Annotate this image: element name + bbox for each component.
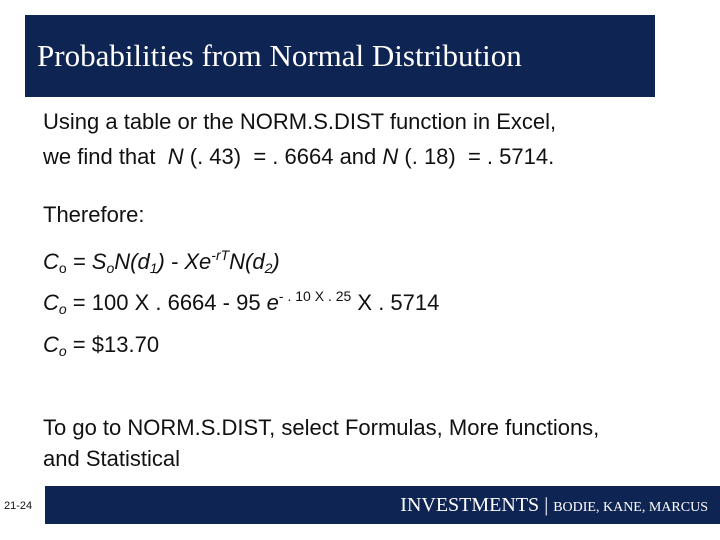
text: e [266, 290, 279, 315]
body-line: and Statistical [43, 446, 180, 471]
subscript: o [59, 343, 67, 359]
text: N(d [229, 249, 265, 274]
body-line: Therefore: [43, 202, 145, 227]
text: = S [66, 249, 107, 274]
text: (. 18) = . 5714. [398, 144, 555, 169]
body-line: To go to NORM.S.DIST, select Formulas, M… [43, 415, 600, 440]
body-line: Using a table or the NORM.S.DIST functio… [43, 109, 557, 134]
text: C [43, 332, 59, 357]
subscript: o [106, 260, 114, 276]
formula: Co = SoN(d1) - Xe-rTN(d2) [43, 247, 280, 276]
superscript: -rT [211, 247, 229, 263]
text: 1 [149, 260, 158, 276]
text: N [382, 144, 399, 169]
text: X . 5714 [351, 290, 440, 315]
text: | [539, 494, 554, 516]
text: = 100 X . 6664 - 95 [66, 290, 267, 315]
body-line: we find that N (. 43) = . 6664 and N (. … [43, 144, 554, 170]
slide-title: Probabilities from Normal Distribution [25, 15, 655, 97]
footer-bar [45, 486, 720, 524]
text: 2 [264, 260, 273, 276]
superscript: - . 10 X . 25 [278, 288, 352, 304]
text: BODIE, KANE, MARCUS [553, 500, 708, 515]
subscript: 2 [265, 260, 273, 276]
text: N [167, 144, 184, 169]
footer-brand: INVESTMENTS | BODIE, KANE, MARCUS [400, 494, 708, 517]
subscript: o [59, 301, 67, 317]
text: o [106, 260, 115, 276]
text: C [43, 249, 59, 274]
subscript: 1 [150, 260, 158, 276]
text: ) [272, 249, 280, 274]
formula: Co = 100 X . 6664 - 95 e- . 10 X . 25 X … [43, 288, 440, 317]
text: we find that [43, 144, 168, 169]
text: (. 43) = . 6664 and [183, 144, 383, 169]
text: ) - Xe [157, 249, 212, 274]
text: C [43, 290, 59, 315]
text: = $13.70 [66, 332, 160, 357]
text: o [58, 301, 67, 317]
text: o [58, 343, 67, 359]
text: -rT [211, 247, 230, 263]
subscript: o [58, 260, 67, 276]
text: N(d [114, 249, 150, 274]
formula: Co = $13.70 [43, 332, 159, 358]
text: INVESTMENTS [400, 494, 540, 516]
page-number: 21-24 [4, 500, 33, 512]
